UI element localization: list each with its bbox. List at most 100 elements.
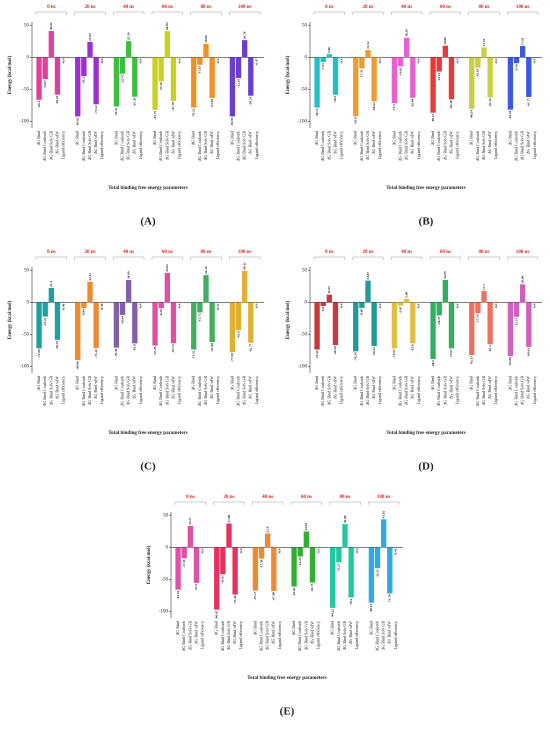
bar	[481, 290, 487, 303]
value-label: 34.69	[126, 271, 130, 279]
time-label: 100 ns	[516, 5, 530, 10]
bar	[226, 523, 232, 548]
value-label: -68.12	[372, 347, 376, 356]
bar	[391, 57, 398, 104]
category-label: ΔG Bind Coulomb	[42, 376, 47, 406]
category-label: ΔG Bind vdW	[193, 621, 198, 644]
bar	[359, 57, 365, 69]
value-label: -17.14	[476, 314, 480, 323]
time-label: 80 ns	[201, 5, 212, 10]
category-label: ΔG Bind	[152, 376, 157, 390]
category-label: ΔG Bind Coulomb	[397, 131, 402, 161]
value-label: -20.37	[437, 316, 441, 325]
category-label: Ligand efficiency	[138, 131, 143, 159]
value-label: -67.79	[171, 102, 175, 111]
time-label: 40 ns	[262, 495, 273, 500]
value-label: 22.3	[49, 281, 53, 287]
category-label: Ligand efficiency	[138, 376, 143, 404]
value-label: -0.47	[255, 58, 259, 65]
category-label: ΔG Bind Solv GB	[303, 621, 308, 650]
bar	[119, 302, 126, 315]
category-label: ΔG Bind Coulomb	[197, 131, 202, 161]
category-label: ΔG Bind Solv GB	[365, 131, 370, 160]
y-tick-label: -100	[20, 120, 30, 125]
value-label: -0.4	[100, 58, 104, 64]
bar	[314, 57, 320, 108]
category-label: ΔG Bind Solv GB	[342, 621, 347, 650]
bar	[436, 57, 442, 72]
value-label: -67.26	[153, 346, 157, 355]
category-label: Ligand efficiency	[215, 376, 220, 404]
value-label: -23.27	[337, 563, 341, 572]
bar	[430, 57, 436, 113]
bar	[119, 57, 126, 74]
bar	[203, 275, 209, 303]
category-label: ΔG Bind Coulomb	[359, 131, 364, 161]
bar	[475, 302, 481, 314]
category-label: ΔG Bind Coulomb	[436, 376, 441, 406]
y-tick-label: 0	[305, 300, 308, 305]
bar	[258, 547, 265, 559]
value-label: -0.4	[533, 58, 537, 64]
value-label: 24.63	[304, 523, 308, 531]
category-label: Ligand efficiency	[377, 131, 382, 159]
time-bracket	[190, 11, 222, 15]
category-label: ΔG Bind	[152, 131, 157, 145]
time-bracket	[252, 501, 284, 505]
bar	[209, 302, 215, 343]
time-bracket	[313, 256, 345, 260]
time-label: 100 ns	[238, 5, 252, 10]
bar	[374, 547, 381, 569]
category-label: ΔG Bind Coulomb	[397, 376, 402, 406]
bar	[42, 302, 48, 317]
bar	[448, 57, 455, 100]
value-label: 25.19	[126, 32, 130, 40]
time-label: 20 ns	[85, 250, 96, 255]
value-label: 20.96	[204, 35, 208, 43]
category-label: ΔG Bind vdW	[248, 376, 253, 399]
category-label: Ligand efficiency	[200, 621, 205, 649]
category-label: ΔG Bind Solv GB	[126, 131, 131, 160]
value-label: -0.4	[139, 58, 143, 64]
bar	[152, 302, 158, 346]
value-label: -83.69	[508, 357, 512, 366]
bar	[326, 294, 332, 303]
bar	[126, 280, 132, 303]
bar	[507, 302, 514, 357]
value-label: -61.02	[292, 587, 296, 596]
time-label: 100 ns	[238, 250, 252, 255]
category-label: Ligand efficiency	[61, 131, 66, 159]
category-label: ΔG Bind vdW	[448, 376, 453, 399]
value-label: -22.12	[437, 72, 441, 81]
value-label: -37.26	[159, 82, 163, 91]
value-label: -63.74	[171, 344, 175, 353]
category-label: ΔG Bind vdW	[93, 131, 98, 154]
bar	[170, 302, 177, 344]
bar	[368, 547, 375, 603]
value-label: -0.4	[417, 303, 421, 309]
bar	[164, 272, 170, 303]
value-label: -73.52	[192, 350, 196, 359]
category-label: ΔG Bind	[391, 131, 396, 145]
bar	[342, 524, 348, 548]
value-label: -0.41	[394, 548, 398, 555]
category-label: Ligand efficiency	[455, 376, 460, 404]
value-label: -11.65	[198, 66, 202, 75]
time-bracket	[391, 256, 423, 260]
bar	[175, 547, 181, 590]
bar	[203, 43, 209, 58]
category-label: ΔG Bind vdW	[348, 621, 353, 644]
x-axis-title: Total binding free energy parameters	[108, 186, 187, 191]
time-label: 80 ns	[340, 495, 351, 500]
bar	[42, 57, 48, 80]
category-label: ΔG Bind Solv GB	[481, 131, 486, 160]
value-label: -86.19	[369, 603, 373, 612]
value-label: -0.37	[216, 303, 220, 310]
time-label: 20 ns	[363, 5, 374, 10]
time-label: 40 ns	[401, 250, 412, 255]
value-label: -66.59	[333, 346, 337, 355]
value-label: -91.8	[354, 117, 358, 124]
value-label: 11.95	[327, 286, 331, 294]
category-label: Ligand efficiency	[254, 131, 259, 159]
